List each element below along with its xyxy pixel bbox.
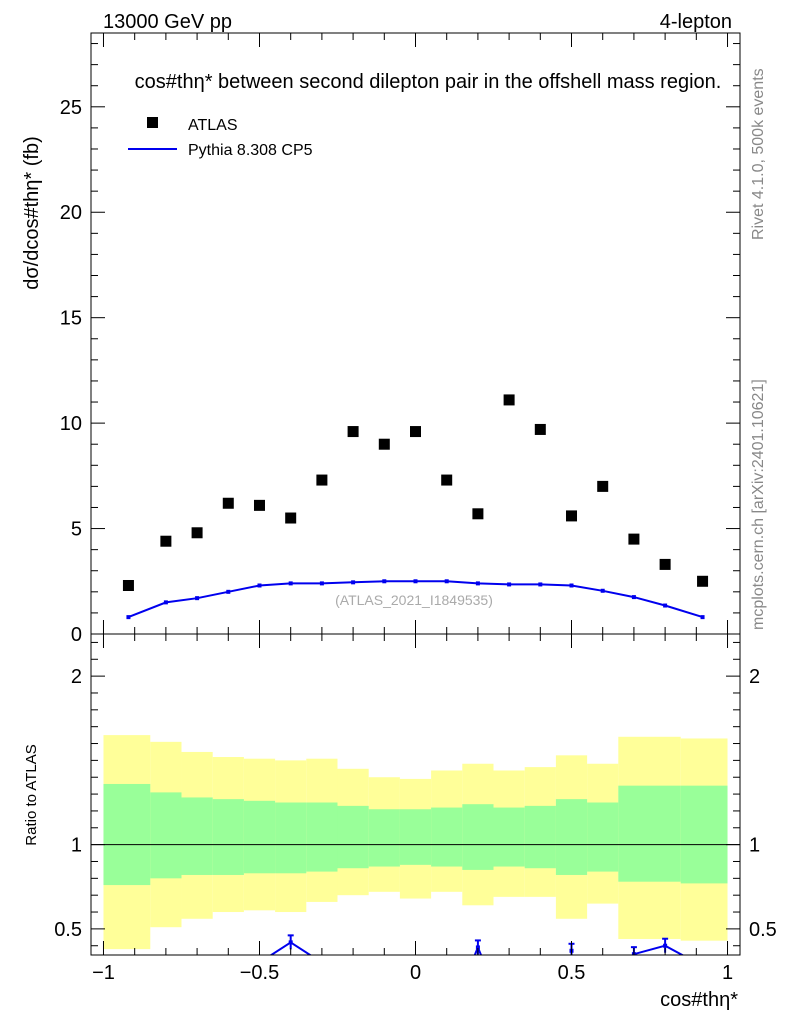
main-panel: 0 5 10 15 20 25 (ATLAS_2021_I1849535) dσ/dcos…: [21, 32, 741, 646]
atlas-point: [253, 499, 265, 511]
ratio-xtick-label: −1: [92, 962, 115, 984]
pythia-point: [382, 579, 387, 584]
ratio-ylabel: Ratio to ATLAS: [23, 744, 40, 845]
stat-band-bin: [150, 792, 182, 879]
atlas-point: [160, 535, 172, 547]
stat-band-bin: [243, 800, 276, 874]
atlas-point: [472, 508, 484, 520]
atlas-point: [597, 480, 609, 492]
stat-band-bin: [275, 802, 307, 874]
plot-title: cos#thη* between second dilepton pair in…: [135, 71, 722, 93]
main-x-ticks: [102, 33, 729, 634]
pythia-point: [195, 596, 200, 601]
ratio-pythia-point: [663, 943, 668, 948]
main-ytick-label: 25: [60, 97, 82, 119]
atlas-point: [659, 558, 671, 570]
atlas-point: [534, 423, 546, 435]
stat-band-bin: [181, 797, 213, 875]
main-ytick-label: 20: [60, 202, 82, 224]
rivet-label: Rivet 4.1.0, 500k events: [750, 68, 767, 240]
main-ytick-label: 5: [71, 519, 82, 541]
ratio-xtick-label: 0: [410, 962, 421, 984]
atlas-point: [285, 512, 297, 524]
legend-pythia-label: Pythia 8.308 CP5: [188, 142, 313, 159]
stat-band-bin: [368, 809, 400, 867]
ratio-ytick-label: 1: [71, 835, 82, 857]
atlas-point: [222, 497, 234, 509]
legend: ATLAS Pythia 8.308 CP5: [128, 117, 313, 159]
pythia-point: [226, 589, 231, 594]
pythia-point: [444, 579, 449, 584]
stat-band-bin: [587, 802, 619, 872]
stat-band-bin: [399, 809, 432, 865]
stat-band-bin: [103, 783, 151, 886]
ratio-xtick-label: 0.5: [558, 962, 586, 984]
pythia-point: [475, 581, 480, 586]
main-ylabel: dσ/dcos#thη* (fb): [21, 136, 43, 290]
legend-atlas-label: ATLAS: [188, 117, 238, 134]
main-y-axis: 0 5 10 15 20 25: [60, 43, 740, 646]
process-label: 4-lepton: [660, 11, 732, 33]
pythia-point: [351, 580, 356, 585]
atlas-point: [347, 426, 359, 438]
ratio-ytick-label: 0.5: [54, 919, 82, 941]
stat-band-bin: [306, 802, 338, 872]
energy-label: 13000 GeV pp: [103, 11, 232, 33]
pythia-point: [569, 583, 574, 588]
ratio-panel: 0.5 0.5 1 1 2 2 −1 −0.5 0 0.5 1 Ratio to ATLAS co…: [23, 633, 777, 1011]
ratio-ytick-label-right: 1: [749, 835, 760, 857]
stat-band-bin: [493, 807, 525, 867]
atlas-point: [191, 527, 203, 539]
ratio-pythia-point: [475, 945, 480, 950]
analysis-id-label: (ATLAS_2021_I1849535): [335, 592, 493, 608]
main-ytick-label: 15: [60, 308, 82, 330]
pythia-point: [257, 583, 262, 588]
ratio-xtick-label: 1: [722, 962, 733, 984]
atlas-point: [122, 579, 134, 591]
ratio-pythia-point: [288, 940, 293, 945]
pythia-point: [319, 581, 324, 586]
pythia-point: [413, 579, 418, 584]
pythia-point: [700, 615, 705, 620]
stat-band-bin: [524, 805, 556, 869]
pythia-point: [663, 603, 668, 608]
ratio-xlabel: cos#thη*: [660, 989, 738, 1011]
stat-band-bin: [555, 799, 588, 875]
pythia-point: [126, 615, 131, 620]
ratio-x-axis: −1 −0.5 0 0.5 1: [92, 634, 733, 984]
ratio-ytick-label-right: 2: [749, 666, 760, 688]
pythia-point: [288, 581, 293, 586]
main-ytick-label: 0: [71, 624, 82, 646]
ratio-ytick-label-right: 0.5: [749, 919, 777, 941]
main-ytick-label: 10: [60, 413, 82, 435]
atlas-point: [503, 394, 515, 406]
atlas-point: [441, 474, 453, 486]
stat-band-bin: [618, 785, 681, 882]
stat-band-bin: [337, 805, 369, 869]
atlas-point: [316, 474, 328, 486]
stat-band-bin: [212, 799, 244, 875]
pythia-point: [600, 588, 605, 593]
atlas-point: [410, 426, 421, 438]
stat-band-bin: [431, 807, 463, 867]
atlas-point: [697, 575, 709, 587]
atlas-point: [628, 533, 640, 545]
ratio-ytick-label: 2: [71, 666, 82, 688]
ratio-y-axis: 0.5 0.5 1 1 2 2: [54, 641, 777, 947]
mcplots-label: mcplots.cern.ch [arXiv:2401.10621]: [750, 379, 767, 630]
atlas-point: [566, 510, 578, 522]
pythia-point: [507, 582, 512, 587]
pythia-point: [163, 600, 168, 605]
pythia-point: [631, 595, 636, 600]
ratio-pythia-line: [632, 944, 685, 955]
pythia-point: [538, 582, 543, 587]
atlas-point: [378, 438, 390, 450]
legend-atlas-marker: [147, 117, 158, 128]
stat-band-bin: [462, 804, 494, 870]
stat-band-bin: [680, 785, 728, 884]
ratio-xtick-label: −0.5: [240, 962, 279, 984]
